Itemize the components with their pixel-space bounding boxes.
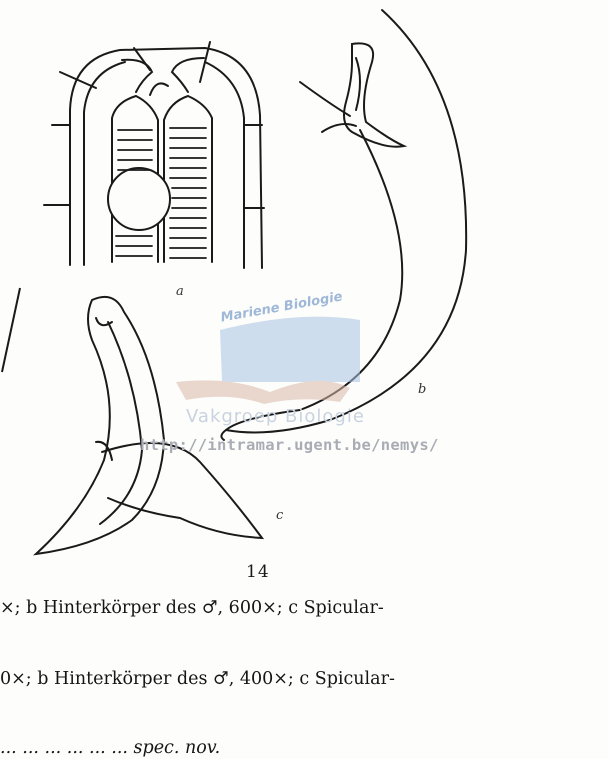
figure-number: 14 [246, 562, 270, 582]
pharynx-striations [115, 127, 207, 259]
watermark-url: http://intramar.ugent.be/nemys/ [140, 436, 439, 454]
caption-line: 0×; b Hinterkörper des ♂, 400×; c Spicul… [0, 669, 395, 689]
caption-line: ... ... ... ... ... ... spec. nov. [0, 738, 221, 758]
watermark-subtitle: Vakgroep Biologie [186, 406, 365, 427]
figure-label-a: a [176, 284, 184, 299]
caption-line: ×; b Hinterkörper des ♂, 600×; c Spicula… [0, 598, 384, 618]
figure-c-spicule-drawing [32, 296, 265, 556]
figure-label-c: c [276, 508, 284, 523]
left-edge-line [1, 287, 21, 373]
figure-a-head-drawing [43, 41, 265, 269]
figure-label-b: b [418, 382, 427, 397]
figure-b-tail-drawing [220, 9, 468, 441]
watermark-logo [176, 316, 360, 404]
